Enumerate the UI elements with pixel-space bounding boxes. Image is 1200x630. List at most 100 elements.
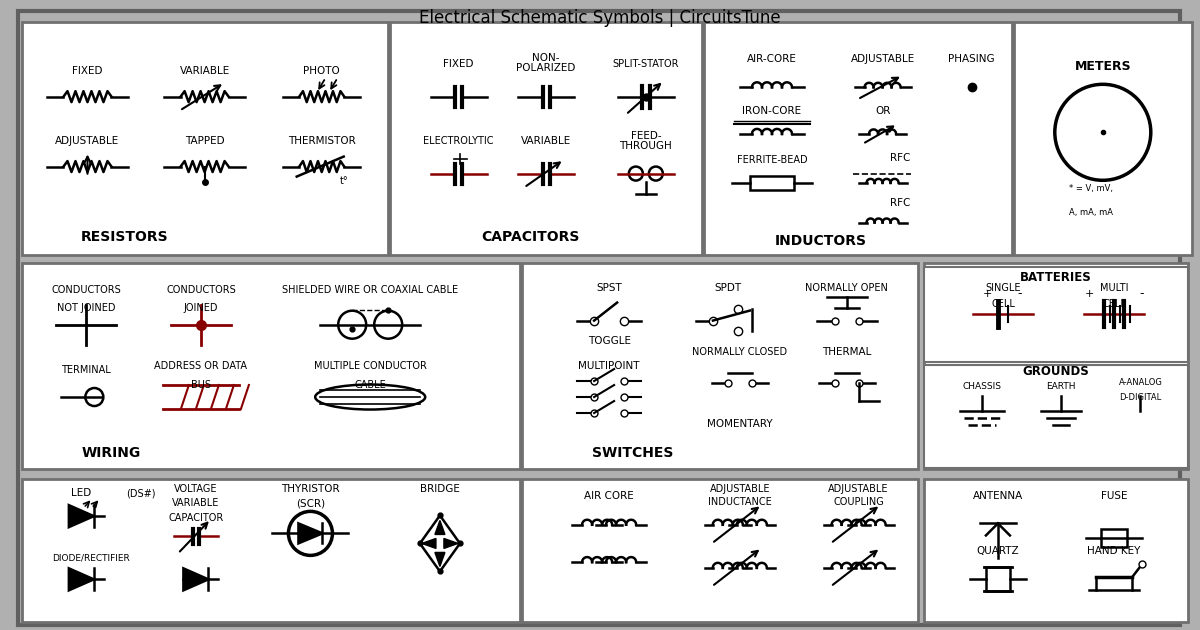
Text: GROUNDS: GROUNDS (1022, 365, 1090, 378)
Text: TOGGLE: TOGGLE (588, 336, 631, 346)
Text: NORMALLY OPEN: NORMALLY OPEN (805, 282, 888, 292)
Bar (924, 267, 1188, 362)
Polygon shape (422, 539, 436, 549)
Bar (1102, 529, 1127, 547)
Bar (924, 263, 1188, 469)
Text: THROUGH: THROUGH (619, 141, 672, 151)
Bar (1014, 22, 1192, 255)
Bar (22, 479, 520, 622)
Text: MOMENTARY: MOMENTARY (707, 419, 773, 429)
Text: -: - (1016, 287, 1021, 301)
Text: ELECTROLYTIC: ELECTROLYTIC (424, 136, 494, 146)
Text: LED: LED (71, 488, 91, 498)
Bar (750, 176, 794, 190)
Text: FEED-: FEED- (630, 131, 661, 141)
Text: VOLTAGE: VOLTAGE (174, 484, 217, 494)
Bar (22, 22, 388, 255)
Text: BRIDGE: BRIDGE (420, 484, 460, 494)
Text: DIODE/RECTIFIER: DIODE/RECTIFIER (53, 553, 130, 563)
Text: CELL: CELL (1102, 299, 1126, 309)
Text: CHASSIS: CHASSIS (962, 382, 1002, 391)
Text: MULTI: MULTI (1100, 282, 1128, 292)
Text: OR: OR (875, 106, 890, 116)
Text: -: - (1140, 287, 1145, 301)
Text: ADJUSTABLE: ADJUSTABLE (851, 54, 914, 64)
Text: NOT JOINED: NOT JOINED (58, 303, 115, 313)
Text: SHIELDED WIRE OR COAXIAL CABLE: SHIELDED WIRE OR COAXIAL CABLE (282, 285, 458, 295)
Polygon shape (68, 568, 94, 590)
Text: CONDUCTORS: CONDUCTORS (52, 285, 121, 295)
Polygon shape (299, 524, 323, 544)
Text: RFC: RFC (890, 198, 911, 208)
Text: FERRITE-BEAD: FERRITE-BEAD (737, 154, 808, 164)
Text: CABLE: CABLE (354, 380, 386, 389)
Text: FIXED: FIXED (72, 66, 103, 76)
Text: INDUCTANCE: INDUCTANCE (708, 497, 772, 507)
Bar (522, 479, 918, 622)
Text: TERMINAL: TERMINAL (61, 365, 112, 375)
Text: WIRING: WIRING (82, 446, 140, 460)
Text: INDUCTORS: INDUCTORS (775, 234, 868, 248)
Text: METERS: METERS (1074, 60, 1132, 72)
Text: AIR-CORE: AIR-CORE (748, 54, 797, 64)
Text: RFC: RFC (890, 152, 911, 163)
Text: PHASING: PHASING (948, 54, 995, 64)
Text: SPDT: SPDT (714, 282, 742, 292)
Text: SWITCHES: SWITCHES (592, 446, 673, 460)
Text: EARTH: EARTH (1046, 382, 1076, 391)
Text: CONDUCTORS: CONDUCTORS (166, 285, 235, 295)
Text: SPST: SPST (596, 282, 622, 292)
Text: JOINED: JOINED (184, 303, 218, 313)
Bar (704, 22, 1012, 255)
Bar (924, 479, 1188, 622)
Bar (522, 263, 918, 469)
Text: ADJUSTABLE: ADJUSTABLE (828, 484, 889, 494)
Text: (SCR): (SCR) (296, 498, 325, 508)
Polygon shape (444, 539, 458, 549)
Text: +: + (983, 289, 992, 299)
Text: * = V, mV,: * = V, mV, (1069, 185, 1112, 193)
Text: ADJUSTABLE: ADJUSTABLE (709, 484, 770, 494)
Text: CAPACITOR: CAPACITOR (168, 513, 223, 522)
Text: HAND KEY: HAND KEY (1087, 546, 1141, 556)
Text: VARIABLE: VARIABLE (180, 66, 229, 76)
Text: CELL: CELL (991, 299, 1015, 309)
Polygon shape (434, 553, 445, 566)
Text: FUSE: FUSE (1100, 491, 1127, 501)
Text: QUARTZ: QUARTZ (977, 546, 1019, 556)
Text: Electrical Schematic Symbols | CircuitsTune: Electrical Schematic Symbols | CircuitsT… (419, 9, 781, 27)
Text: IRON-CORE: IRON-CORE (743, 106, 802, 116)
Text: RESISTORS: RESISTORS (80, 229, 168, 244)
Polygon shape (68, 505, 94, 527)
Text: TAPPED: TAPPED (185, 136, 224, 146)
Text: THYRISTOR: THYRISTOR (281, 484, 340, 494)
Text: THERMISTOR: THERMISTOR (288, 136, 355, 146)
Text: +: + (1085, 289, 1093, 299)
Text: ADDRESS OR DATA: ADDRESS OR DATA (155, 361, 247, 371)
Text: NORMALLY CLOSED: NORMALLY CLOSED (692, 346, 787, 357)
Text: VARIABLE: VARIABLE (173, 498, 220, 508)
Text: A, mA, mA: A, mA, mA (1069, 208, 1112, 217)
Text: (DS#): (DS#) (126, 488, 156, 498)
Text: PHOTO: PHOTO (304, 66, 340, 76)
Text: AIR CORE: AIR CORE (584, 491, 634, 501)
Text: SPLIT-STATOR: SPLIT-STATOR (612, 59, 679, 69)
Polygon shape (184, 568, 209, 590)
Text: FIXED: FIXED (443, 59, 474, 69)
Text: COUPLING: COUPLING (833, 497, 884, 507)
Bar (22, 263, 520, 469)
Text: BATTERIES: BATTERIES (1020, 271, 1092, 284)
Text: ANTENNA: ANTENNA (973, 491, 1024, 501)
Text: THERMAL: THERMAL (822, 346, 871, 357)
Polygon shape (434, 520, 445, 534)
Text: MULTIPOINT: MULTIPOINT (578, 361, 640, 371)
Bar (390, 22, 702, 255)
Text: ADJUSTABLE: ADJUSTABLE (55, 136, 120, 146)
Text: VARIABLE: VARIABLE (521, 136, 571, 146)
Bar (986, 568, 1010, 592)
Text: MULTIPLE CONDUCTOR: MULTIPLE CONDUCTOR (313, 361, 427, 371)
Text: D-DIGITAL: D-DIGITAL (1120, 392, 1162, 401)
Text: BUS: BUS (191, 380, 211, 389)
Text: NON-: NON- (533, 53, 559, 63)
Text: A-ANALOG: A-ANALOG (1118, 378, 1163, 387)
